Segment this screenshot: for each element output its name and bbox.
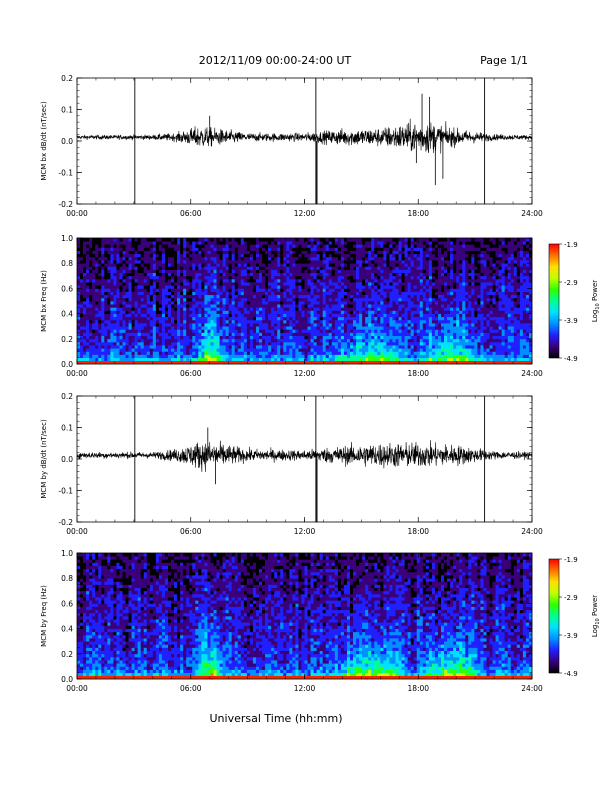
x-tick-label: 06:00 <box>180 369 202 378</box>
y-tick-label: 0.1 <box>61 106 73 115</box>
panel-2: -1.9 -2.9 -3.9 -4.9 Log10 Power 1.0 0.8 0.6 0.4 0… <box>40 234 601 378</box>
y-tick-label: 0.2 <box>61 74 73 83</box>
y-tick-label: 0.2 <box>61 392 73 401</box>
panel-4: -1.9 -2.9 -3.9 -4.9 Log10 Power 1.0 0.8 0.6 0.4 0… <box>40 549 601 693</box>
spectrogram-cells <box>77 553 533 680</box>
x-tick-label: 06:00 <box>180 684 202 693</box>
y-tick-label: -0.1 <box>58 487 73 496</box>
x-tick-label: 18:00 <box>407 209 429 218</box>
y-tick-label: 0.2 <box>61 335 73 344</box>
x-tick-label: 06:00 <box>180 527 202 536</box>
plot-frame <box>76 77 533 205</box>
y-tick-label: -0.1 <box>58 169 73 178</box>
x-tick-label: 12:00 <box>294 684 316 693</box>
y-tick-label: 0.0 <box>61 455 73 464</box>
colorbar-tick-label: -4.9 <box>564 355 578 363</box>
panel-3: 0.2 0.1 0.0 -0.1 -0.200:00 06:00 12:00 18:00 24:… <box>40 392 543 536</box>
x-tick-label: 24:00 <box>521 527 543 536</box>
y-axis-label: MCM bx dB/dt (nT/sec) <box>40 101 48 181</box>
colorbar-tick-label: -3.9 <box>564 632 578 640</box>
y-tick-label: 0.1 <box>61 424 73 433</box>
y-axis-label: MCM bx Freq (Hz) <box>40 270 48 332</box>
panels: 0.20.10.0-0.1-0.200:00 06:00 12:00 18:00 24:… <box>40 74 601 693</box>
x-tick-label: 00:00 <box>66 527 88 536</box>
x-tick-label: 12:00 <box>294 209 316 218</box>
x-tick-label: 00:00 <box>66 369 88 378</box>
colorbar-tick-label: -4.9 <box>564 670 578 678</box>
colorbar-label: Log10 Power <box>591 595 601 637</box>
colorbar-label: Log10 Power <box>591 280 601 322</box>
y-tick-label: 0.4 <box>61 625 73 634</box>
panel-1: 0.2 0.1 0.0 -0.1 -0.200:00 06:00 12:00 18:00 24:… <box>40 74 543 218</box>
y-tick-label: 1.0 <box>61 549 73 558</box>
y-tick-label: -0.2 <box>58 200 73 209</box>
x-tick-label: 18:00 <box>407 369 429 378</box>
page-indicator: Page 1/1 <box>480 54 528 67</box>
x-tick-label: 00:00 <box>66 209 88 218</box>
figure-title: 2012/11/09 00:00-24:00 UT <box>199 54 352 67</box>
colorbar-tick-label: -1.9 <box>564 556 578 564</box>
x-tick-label: 18:00 <box>407 527 429 536</box>
y-tick-label: 0.6 <box>61 599 73 608</box>
series-line <box>76 118 533 154</box>
y-tick-label: 1.0 <box>61 234 73 243</box>
y-tick-label: 0.8 <box>61 574 73 583</box>
x-tick-label: 24:00 <box>521 684 543 693</box>
colorbar <box>548 558 560 674</box>
x-tick-label: 18:00 <box>407 684 429 693</box>
plot-frame <box>76 395 533 523</box>
x-tick-label: 24:00 <box>521 209 543 218</box>
y-tick-label: 0.2 <box>61 650 73 659</box>
spectrogram-cells <box>77 238 533 365</box>
y-tick-label: 0.8 <box>61 259 73 268</box>
colorbar-tick-label: -2.9 <box>564 594 578 602</box>
x-tick-label: 12:00 <box>294 369 316 378</box>
colorbar-tick-label: -3.9 <box>564 317 578 325</box>
colorbar <box>548 243 560 359</box>
x-tick-label: 06:00 <box>180 209 202 218</box>
y-axis-label: MCM by dB/dt (nT/sec) <box>40 419 48 499</box>
y-tick-label: 0.0 <box>61 675 73 684</box>
y-tick-label: 0.0 <box>61 137 73 146</box>
series-line <box>76 440 533 472</box>
y-axis-label: MCM by Freq (Hz) <box>40 585 48 647</box>
colorbar-tick-label: -1.9 <box>564 241 578 249</box>
x-tick-label: 12:00 <box>294 527 316 536</box>
y-tick-label: -0.2 <box>58 518 73 527</box>
y-tick-label: 0.6 <box>61 284 73 293</box>
x-tick-label: 00:00 <box>66 684 88 693</box>
y-tick-label: 0.0 <box>61 360 73 369</box>
colorbar-tick-label: -2.9 <box>564 279 578 287</box>
x-axis-label: Universal Time (hh:mm) <box>210 712 343 725</box>
y-tick-label: 0.4 <box>61 310 73 319</box>
x-tick-label: 24:00 <box>521 369 543 378</box>
